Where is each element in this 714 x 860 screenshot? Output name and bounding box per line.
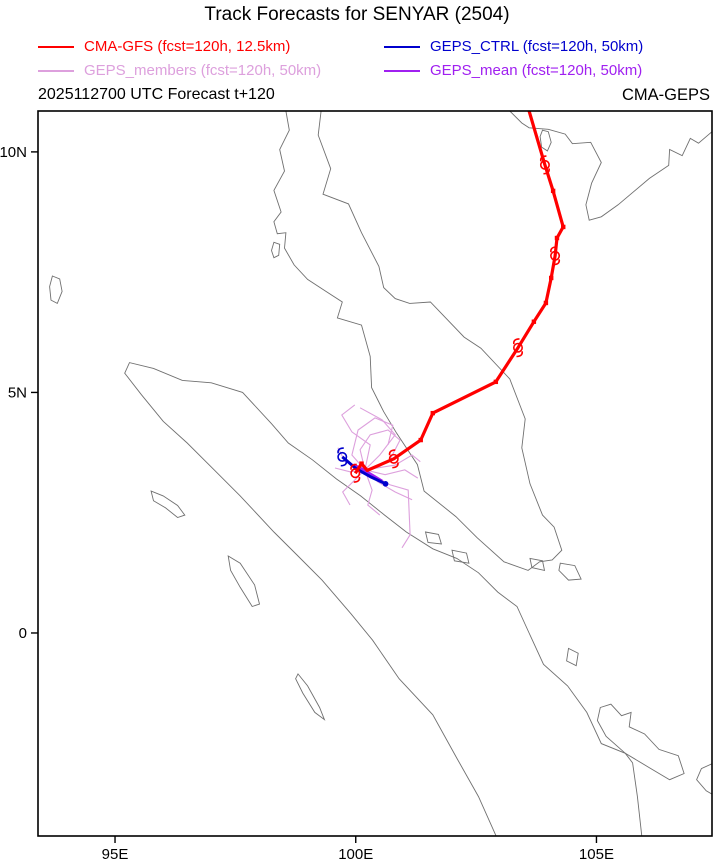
legend-label-cma-gfs: CMA-GFS (fcst=120h, 12.5km) [84, 38, 291, 55]
member-track [364, 454, 421, 471]
track-point-square [543, 300, 549, 306]
cyclone-symbol [539, 159, 550, 170]
coast-simeulue [150, 490, 186, 519]
coast-bangka [596, 703, 685, 781]
legend-label-geps-ctrl: GEPS_CTRL (fcst=120h, 50km) [430, 38, 644, 55]
member-track [342, 469, 366, 506]
coast-rupat [424, 531, 443, 545]
coast-nicobar [49, 275, 63, 305]
axis-labels: 95E 100E 105E 10N 5N 0 [0, 144, 614, 860]
geps-member-tracks [334, 404, 421, 549]
coast-malay-peninsula [273, 111, 563, 571]
geps-ctrl-track [337, 447, 389, 487]
track-point-square [549, 275, 554, 281]
member-track [364, 469, 419, 479]
track-point-square [493, 379, 499, 385]
track-point-square [554, 235, 560, 241]
coast-sumatra [124, 362, 643, 836]
cyclone-symbol [512, 342, 523, 353]
coast-siberut [295, 673, 326, 721]
coast-phu-quoc [539, 129, 552, 152]
coast-indochina [509, 111, 712, 221]
member-track [364, 469, 381, 516]
coast-belitung-edge [696, 763, 712, 795]
x-tick-label: 100E [338, 846, 373, 860]
cyclone-symbol [388, 453, 399, 464]
coast-bintan [558, 562, 582, 581]
track-point-square [430, 410, 435, 416]
cyclone-symbol [350, 468, 361, 479]
member-track [359, 407, 396, 471]
x-tick-label: 105E [579, 846, 614, 860]
coast-batam [529, 557, 546, 571]
track-point-square [359, 461, 364, 466]
cyclone-symbol [550, 250, 561, 261]
legend-line-swatch-geps-members [38, 69, 74, 72]
track-point-square [561, 224, 566, 230]
legend-item-geps-ctrl: GEPS_CTRL (fcst=120h, 50km) [384, 38, 643, 55]
legend-line-swatch-geps-mean [384, 69, 420, 72]
coast-phuket [271, 241, 281, 259]
y-tick-label: 0 [19, 625, 27, 642]
legend-label-geps-members: GEPS_members (fcst=120h, 50km) [84, 62, 322, 79]
chart-title: Track Forecasts for SENYAR (2504) [204, 4, 510, 25]
coastlines [49, 111, 712, 836]
map-frame [37, 110, 713, 837]
coast-bengkalis [451, 549, 470, 564]
track-point-square [418, 437, 423, 443]
y-tick-label: 5N [8, 384, 27, 401]
legend-item-geps-mean: GEPS_mean (fcst=120h, 50km) [384, 62, 642, 79]
coast-lingga [566, 647, 579, 667]
legend-line-swatch-cma-gfs [38, 45, 74, 48]
member-track [341, 404, 371, 471]
track-point-square [550, 188, 556, 194]
cma-gfs-track [350, 111, 566, 483]
track-point-square [531, 319, 537, 324]
member-track [351, 417, 394, 471]
x-tick-label: 95E [102, 846, 129, 860]
map-layers [49, 111, 712, 836]
cyclone-symbol [337, 451, 348, 462]
init-time-label: 2025112700 UTC Forecast t+120 [38, 86, 275, 103]
legend-item-geps-members: GEPS_members (fcst=120h, 50km) [38, 62, 321, 79]
y-tick-label: 10N [0, 144, 27, 161]
legend-label-geps-mean: GEPS_mean (fcst=120h, 50km) [430, 62, 643, 79]
track-end-dot [382, 481, 389, 487]
model-name-label: CMA-GEPS [621, 86, 710, 104]
coast-nias [227, 555, 261, 608]
legend-item-cma-gfs: CMA-GFS (fcst=120h, 12.5km) [38, 38, 290, 55]
legend-line-swatch-geps-ctrl [384, 45, 420, 48]
member-track [359, 429, 401, 471]
